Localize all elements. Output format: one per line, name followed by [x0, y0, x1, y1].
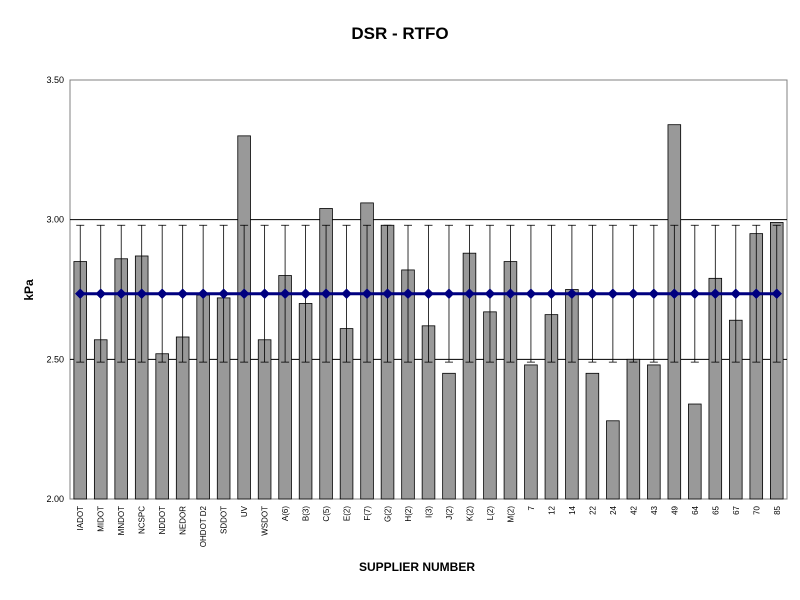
x-tick-label: 70	[752, 505, 761, 514]
bar	[647, 364, 661, 500]
x-tick-label: UV	[240, 505, 249, 517]
line-point	[279, 288, 291, 300]
line-point	[689, 288, 701, 300]
y-tick-label: 2.50	[46, 354, 64, 364]
x-axis-label: SUPPLIER NUMBER	[359, 560, 475, 574]
x-tick-label: MIDOT	[97, 506, 106, 532]
line-point	[95, 288, 107, 300]
line-point	[382, 288, 393, 300]
line-point	[156, 288, 168, 300]
line-point	[587, 288, 598, 300]
x-tick-label: SDDOT	[220, 506, 229, 534]
x-tick-label: B(3)	[302, 506, 311, 521]
x-tick-label: 24	[609, 505, 618, 514]
line-point	[505, 288, 516, 300]
line-point	[218, 288, 229, 300]
x-tick-label: IADOT	[76, 506, 85, 531]
line-point	[546, 288, 557, 300]
chart-title: DSR - RTFO	[351, 24, 448, 43]
line-point	[648, 288, 660, 300]
y-axis-label: kPa	[22, 279, 36, 301]
line-point	[300, 288, 311, 300]
line-point	[464, 288, 475, 300]
line-point	[668, 288, 680, 300]
y-tick-label: 3.00	[46, 215, 64, 225]
x-tick-label: 85	[773, 505, 782, 514]
x-tick-label: I(3)	[425, 506, 434, 518]
line-point	[771, 288, 783, 300]
x-tick-label: 67	[732, 505, 741, 514]
bar	[93, 339, 108, 500]
x-tick-label: 12	[547, 505, 556, 514]
bar	[524, 364, 538, 500]
x-tick-label: 64	[691, 505, 700, 514]
line-point	[341, 288, 352, 300]
line-point	[320, 288, 332, 300]
bar	[606, 420, 620, 500]
bar	[442, 372, 456, 500]
bar	[688, 403, 702, 500]
x-tick-label: G(2)	[384, 506, 393, 522]
line-point	[730, 288, 742, 300]
x-tick-label: OHDOT D2	[199, 505, 208, 547]
x-tick-label: NDDOT	[158, 506, 167, 535]
x-tick-label: 49	[670, 505, 679, 514]
x-tick-label: J(2)	[445, 506, 454, 520]
line-point	[136, 288, 148, 300]
bar	[585, 372, 600, 500]
x-tick-label: M(2)	[506, 506, 515, 523]
x-tick-label: E(2)	[343, 506, 352, 521]
line-point	[566, 288, 578, 300]
x-tick-label: 14	[568, 505, 577, 514]
line-point	[238, 288, 250, 300]
line-point	[484, 288, 496, 300]
x-tick-label: L(2)	[486, 506, 495, 521]
x-tick-label: 22	[588, 505, 597, 514]
line-point	[402, 288, 414, 300]
x-tick-label: C(5)	[322, 506, 331, 522]
line-point	[177, 288, 189, 300]
line-point	[423, 288, 434, 300]
x-tick-label: 65	[711, 505, 720, 514]
y-tick-label: 2.00	[46, 494, 64, 504]
bar	[626, 358, 641, 500]
bar	[257, 339, 272, 500]
x-tick-label: K(2)	[465, 506, 474, 521]
x-tick-label: H(2)	[404, 506, 413, 522]
line-point	[607, 288, 619, 300]
line-point	[709, 288, 721, 300]
line-point	[525, 288, 537, 300]
x-tick-labels: IADOT MIDOT MNDOT NCSPC NDDOT NEDOR OHDOT D2 SD…	[76, 505, 782, 547]
x-tick-label: NCSPC	[138, 506, 147, 534]
x-tick-label: A(6)	[281, 506, 290, 521]
x-tick-label: MNDOT	[117, 506, 126, 535]
mean-line	[74, 288, 783, 300]
x-tick-label: 42	[629, 505, 638, 514]
x-tick-label: NEDOR	[179, 506, 188, 535]
bar	[155, 353, 169, 500]
line-point	[197, 288, 209, 300]
y-tick-label: 3.50	[46, 75, 64, 85]
line-point	[443, 288, 455, 300]
y-tick-labels: 2.00 2.50 3.00 3.50	[46, 75, 64, 504]
x-tick-label: 43	[650, 505, 659, 514]
line-point	[750, 288, 762, 300]
line-point	[259, 288, 270, 300]
line-point	[115, 288, 127, 300]
line-point	[74, 288, 86, 300]
x-tick-label: WSDOT	[261, 506, 270, 536]
x-tick-label: F(7)	[363, 506, 372, 521]
line-point	[628, 288, 639, 300]
x-tick-label: 7	[527, 505, 536, 510]
line-point	[361, 288, 373, 300]
